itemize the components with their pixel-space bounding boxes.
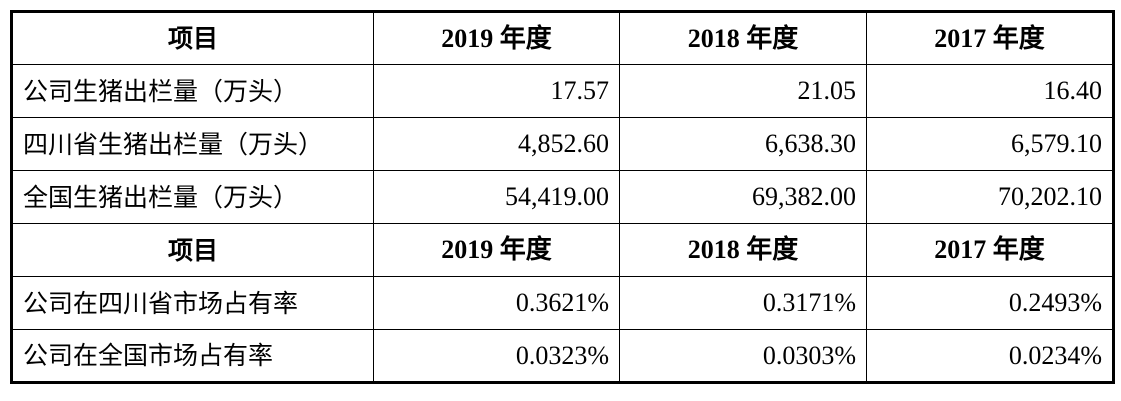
cell-2019: 54,419.00 [373, 170, 620, 224]
cell-2019: 17.57 [373, 64, 620, 118]
table-row: 公司生猪出栏量（万头） 17.57 21.05 16.40 [11, 64, 1114, 118]
row-label: 四川省生猪出栏量（万头） [11, 117, 374, 171]
header-2019: 2019 年度 [373, 223, 620, 277]
cell-2017: 16.40 [866, 64, 1114, 118]
header-item: 项目 [11, 223, 374, 277]
cell-2019: 4,852.60 [373, 117, 620, 171]
cell-2017: 0.2493% [866, 276, 1114, 330]
cell-2017: 0.0234% [866, 329, 1114, 383]
table-row: 公司在全国市场占有率 0.0323% 0.0303% 0.0234% [11, 329, 1114, 383]
cell-2019: 0.0323% [373, 329, 620, 383]
table-row: 公司在四川省市场占有率 0.3621% 0.3171% 0.2493% [11, 276, 1114, 330]
table-header-row: 项目 2019 年度 2018 年度 2017 年度 [11, 223, 1114, 277]
table-row: 全国生猪出栏量（万头） 54,419.00 69,382.00 70,202.1… [11, 170, 1114, 224]
data-table: 项目 2019 年度 2018 年度 2017 年度 公司生猪出栏量（万头） 1… [10, 10, 1115, 384]
header-item: 项目 [11, 11, 374, 65]
cell-2019: 0.3621% [373, 276, 620, 330]
header-2019: 2019 年度 [373, 11, 620, 65]
table-row: 四川省生猪出栏量（万头） 4,852.60 6,638.30 6,579.10 [11, 117, 1114, 171]
table-header-row: 项目 2019 年度 2018 年度 2017 年度 [11, 11, 1114, 65]
cell-2017: 70,202.10 [866, 170, 1114, 224]
header-2017: 2017 年度 [866, 11, 1114, 65]
cell-2018: 0.0303% [619, 329, 867, 383]
cell-2017: 6,579.10 [866, 117, 1114, 171]
cell-2018: 6,638.30 [619, 117, 867, 171]
cell-2018: 21.05 [619, 64, 867, 118]
row-label: 公司在全国市场占有率 [11, 329, 374, 383]
header-2017: 2017 年度 [866, 223, 1114, 277]
row-label: 全国生猪出栏量（万头） [11, 170, 374, 224]
row-label: 公司在四川省市场占有率 [11, 276, 374, 330]
row-label: 公司生猪出栏量（万头） [11, 64, 374, 118]
header-2018: 2018 年度 [619, 223, 867, 277]
cell-2018: 0.3171% [619, 276, 867, 330]
header-2018: 2018 年度 [619, 11, 867, 65]
cell-2018: 69,382.00 [619, 170, 867, 224]
